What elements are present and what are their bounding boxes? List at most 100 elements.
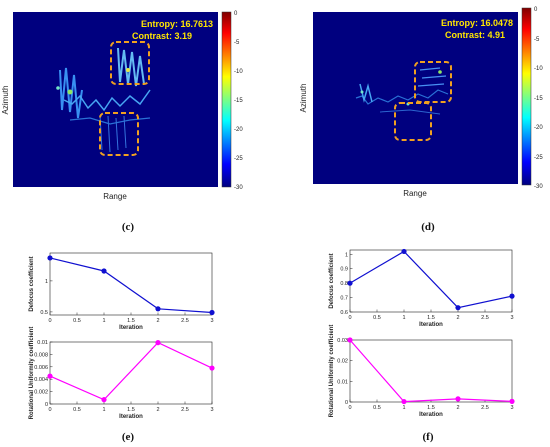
- y-tick-label: 0.6: [340, 310, 348, 316]
- data-point: [347, 337, 353, 343]
- y-tick-label: 0: [345, 400, 348, 406]
- y-tick-label: 0.8: [340, 281, 348, 287]
- highlight-box-d-top: [414, 61, 452, 103]
- colorbar-ticks-c: 0 -5 -10 -15 -20 -25 -30: [234, 11, 243, 191]
- y-tick-label: 0.01: [37, 340, 48, 346]
- x-axis-label: Iteration: [119, 414, 143, 420]
- x-tick-label: 2.5: [481, 315, 489, 321]
- x-tick-label: 1.5: [127, 318, 135, 324]
- plot-e-rotational: 0 0.5 1 1.5 2 2.5 3 0 0.002 0.004 0.006 0.008 0.01 It…: [29, 327, 215, 420]
- data-point: [509, 398, 515, 404]
- y-tick-label: 0.004: [34, 377, 48, 383]
- contrast-label-d: Contrast: 4.91: [445, 30, 505, 40]
- plot-frame: [49, 341, 213, 405]
- contrast-label-c: Contrast: 3.19: [132, 31, 192, 41]
- cb-tick-c: -25: [234, 156, 243, 162]
- highlight-box-d-bottom: [394, 102, 432, 141]
- entropy-label-d: Entropy: 16.0478: [441, 18, 513, 28]
- data-point: [155, 306, 161, 312]
- x-tick-label: 2: [456, 315, 459, 321]
- entropy-label-c: Entropy: 16.7613: [141, 19, 213, 29]
- x-tick-label: 0.5: [373, 405, 381, 411]
- cb-tick-c: -5: [234, 40, 240, 46]
- series-line: [49, 257, 213, 314]
- sar-image-c: [13, 12, 218, 187]
- x-axis-label: Iteration: [119, 325, 143, 331]
- x-tick-label: 0: [48, 318, 51, 324]
- x-tick-label: 1: [402, 405, 405, 411]
- data-point: [101, 397, 107, 403]
- series-line: [349, 250, 513, 309]
- x-tick-label: 1.5: [427, 405, 435, 411]
- xlabel-d: Range: [403, 189, 427, 198]
- cb-tick-c: 0: [234, 11, 238, 17]
- x-tick-label: 0.5: [73, 407, 81, 413]
- x-tick-label: 3: [510, 315, 513, 321]
- ylabel-c: Azimuth: [1, 86, 10, 115]
- xlabel-c: Range: [103, 192, 127, 201]
- sar-scatterers-c: [56, 47, 151, 153]
- sar-image-d: [313, 12, 518, 184]
- x-tick-label: 0.5: [73, 318, 81, 324]
- y-tick-label: 0.01: [337, 379, 348, 385]
- data-point: [455, 396, 461, 402]
- y-axis-label: Defocus coefficient: [329, 253, 335, 308]
- y-tick-label: 0: [45, 402, 48, 408]
- cb-tick-c: -20: [234, 127, 243, 133]
- plot-frame: [49, 252, 213, 316]
- x-axis-label: Iteration: [419, 322, 443, 328]
- x-tick-label: 0: [348, 405, 351, 411]
- plot-frame: [349, 339, 513, 403]
- colorbar-c: [221, 11, 232, 188]
- cb-tick-d: -20: [534, 125, 543, 131]
- y-axis-label: Rotational Uniformity coefficient: [329, 325, 335, 418]
- data-point: [347, 280, 353, 286]
- sar-scatterers-d: [355, 67, 449, 115]
- data-point: [47, 255, 53, 261]
- x-tick-label: 1: [102, 407, 105, 413]
- y-tick-label: 1: [45, 279, 48, 285]
- data-point: [47, 373, 53, 379]
- x-tick-label: 2.5: [181, 407, 189, 413]
- caption-e: (e): [122, 431, 135, 443]
- cb-tick-d: -25: [534, 155, 543, 161]
- x-tick-label: 2: [156, 407, 159, 413]
- data-point: [101, 268, 107, 274]
- data-point: [509, 293, 515, 299]
- x-tick-label: 0: [48, 407, 51, 413]
- y-tick-label: 0.006: [34, 365, 48, 371]
- x-tick-label: 2.5: [181, 318, 189, 324]
- data-point: [155, 340, 161, 346]
- cb-tick-d: -15: [534, 96, 543, 102]
- y-tick-label: 0.008: [34, 352, 48, 358]
- x-tick-label: 0.5: [373, 315, 381, 321]
- x-tick-label: 1: [402, 315, 405, 321]
- series-line: [349, 339, 513, 403]
- x-tick-label: 3: [510, 405, 513, 411]
- x-tick-label: 2: [156, 318, 159, 324]
- colorbar-d: [521, 7, 532, 186]
- y-tick-label: 0.9: [340, 267, 348, 273]
- cb-tick-d: -10: [534, 66, 543, 72]
- y-axis-label: Defocus coefficient: [29, 256, 35, 311]
- y-axis-label: Rotational Uniformity coefficient: [29, 327, 35, 420]
- highlight-box-c-bottom: [99, 112, 139, 156]
- data-point: [209, 309, 215, 316]
- y-tick-label: 0.02: [337, 359, 348, 365]
- plot-frame: [349, 249, 513, 313]
- panel-c: Entropy: 16.7613 Contrast: 3.19 Range Az…: [1, 11, 243, 233]
- ylabel-d: Azimuth: [299, 84, 308, 113]
- x-tick-label: 3: [210, 407, 213, 413]
- x-tick-label: 1.5: [127, 407, 135, 413]
- y-tick-label: 0.5: [40, 310, 48, 316]
- cb-tick-d: -5: [534, 37, 540, 43]
- x-tick-label: 2: [456, 405, 459, 411]
- highlight-box-c-top: [110, 41, 150, 85]
- data-point: [209, 365, 215, 371]
- y-tick-label: 0.03: [337, 338, 348, 344]
- y-tick-label: 0.002: [34, 390, 48, 396]
- caption-f: (f): [423, 431, 434, 443]
- plot-f-defocus: 0 0.5 1 1.5 2 2.5 3 0.6 0.7 0.8 0.9 1 Iteration Defoc…: [329, 248, 515, 328]
